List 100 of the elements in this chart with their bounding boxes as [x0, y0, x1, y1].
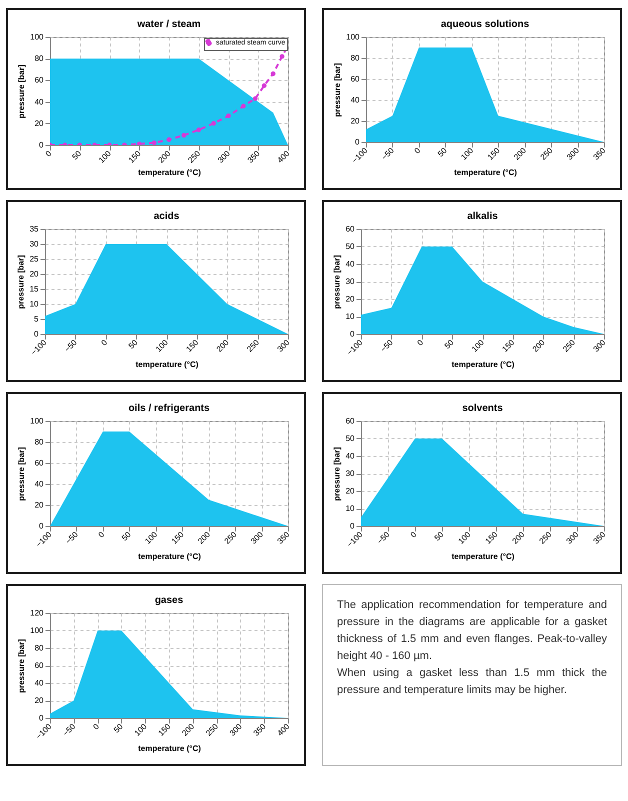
text: When using a gasket less than 1.5 mm thick the pressure and temperature limits may be higher.: [337, 666, 607, 698]
text: The application recommendation for temperature and pressure in the diagrams are applicable for a gasket thickness of 1.5 mm and even flanges. Peak-to-valley height 40 - 160 µm.: [337, 598, 607, 664]
y-tick-label: 120: [30, 608, 44, 618]
x-tick-label: 100: [154, 338, 170, 354]
x-tick-label: 250: [186, 148, 202, 165]
y-tick-label: 10: [346, 504, 356, 513]
x-tick-label: −100: [350, 146, 370, 166]
x-tick-label: 250: [222, 530, 239, 546]
y-tick-label: 35: [30, 224, 40, 234]
x-tick-label: 50: [112, 722, 126, 735]
x-tick-label: 150: [170, 530, 186, 546]
y-axis-title: pressure [bar]: [17, 64, 26, 118]
x-tick-label: 300: [276, 338, 292, 354]
y-axis-title: pressure [bar]: [332, 254, 342, 309]
x-tick-label: −50: [378, 338, 396, 354]
x-axis-title: temperature (°C): [138, 552, 202, 562]
y-tick-label: 10: [346, 312, 356, 321]
y-axis-title: pressure [bar]: [332, 446, 342, 501]
x-tick-label: 350: [246, 148, 262, 165]
y-tick-label: 20: [30, 270, 40, 278]
y-tick-label: 40: [346, 260, 356, 268]
y-tick-label: 50: [346, 434, 356, 443]
y-tick-label: 0: [355, 138, 360, 146]
x-tick-label: 250: [561, 338, 578, 354]
y-tick-label: 0: [34, 330, 40, 338]
x-axis-title: temperature (°C): [454, 168, 518, 178]
y-tick-label: 0: [39, 714, 44, 722]
y-tick-label: 0: [350, 330, 356, 338]
x-tick-label: −50: [375, 530, 392, 546]
x-tick-label: 100: [459, 146, 476, 162]
x-tick-label: −100: [345, 530, 365, 550]
x-axis-title: temperature (°C): [138, 168, 202, 177]
y-tick-label: 40: [34, 480, 44, 488]
x-tick-label: −50: [64, 530, 80, 546]
x-tick-label: 100: [456, 530, 473, 546]
y-tick-label: 40: [34, 678, 44, 688]
y-tick-label: 30: [346, 277, 356, 286]
x-tick-label: 300: [228, 722, 244, 738]
x-tick-label: −100: [29, 338, 49, 358]
x-tick-label: 250: [204, 722, 220, 738]
y-tick-label: 50: [346, 242, 356, 251]
x-tick-label: 300: [564, 530, 581, 546]
x-tick-label: −50: [62, 338, 80, 354]
x-tick-label: 200: [196, 530, 212, 546]
point: [226, 114, 231, 118]
x-tick-label: 150: [156, 722, 173, 738]
x-tick-label: 300: [592, 338, 608, 354]
y-tick-label: 20: [34, 118, 44, 128]
y-tick-label: 80: [34, 438, 44, 446]
x-tick-label: 350: [252, 722, 268, 738]
point: [166, 137, 172, 142]
x-tick-label: 0: [408, 530, 419, 540]
point: [280, 54, 284, 59]
chart-title: solvents: [462, 403, 504, 414]
x-tick-label: 200: [156, 148, 173, 165]
x-tick-label: 300: [565, 146, 582, 162]
y-tick-label: 60: [34, 458, 44, 468]
x-tick-label: 0: [96, 530, 107, 540]
y-tick-label: 20: [346, 486, 356, 496]
x-axis-title: temperature (°C): [138, 744, 202, 754]
y-tick-label: 15: [30, 284, 40, 294]
x-tick-label: 250: [245, 338, 262, 354]
chart-title: oils / refrigerants: [128, 403, 210, 414]
x-tick-label: 150: [486, 146, 502, 162]
x-tick-label: 100: [97, 148, 114, 165]
x-tick-label: −50: [380, 146, 396, 162]
y-axis-title: pressure [bar]: [17, 638, 26, 693]
x-tick-label: 150: [126, 148, 143, 165]
y-tick-label: 30: [346, 469, 356, 478]
y-tick-label: 100: [30, 626, 44, 635]
x-axis-title: temperature (°C): [136, 360, 199, 370]
point: [270, 71, 276, 76]
chart-title: alkalis: [467, 211, 498, 222]
x-tick-label: 150: [184, 338, 201, 354]
y-tick-label: 20: [350, 116, 360, 126]
x-tick-label: 400: [276, 722, 292, 738]
point: [252, 96, 258, 101]
y-tick-label: 60: [346, 224, 356, 234]
x-tick-label: 150: [484, 530, 500, 546]
y-axis-title: pressure [bar]: [333, 62, 342, 117]
x-tick-label: 0: [100, 338, 110, 348]
x-tick-label: 300: [216, 148, 232, 165]
y-tick-label: 100: [346, 32, 360, 42]
y-tick-label: 40: [34, 97, 44, 106]
y-tick-label: 60: [34, 76, 44, 85]
y-tick-label: 80: [350, 54, 360, 62]
point: [211, 121, 216, 126]
x-tick-label: 200: [510, 530, 527, 546]
y-tick-label: 80: [34, 54, 44, 64]
chart-title: gases: [154, 595, 184, 606]
y-tick-label: 100: [30, 416, 44, 426]
x-tick-label: 0: [91, 722, 102, 732]
x-tick-label: 100: [143, 530, 160, 546]
y-tick-label: 40: [346, 452, 356, 460]
x-tick-label: 150: [500, 338, 517, 354]
y-axis-title: pressure [bar]: [16, 254, 26, 309]
chart-title: aqueous solutions: [440, 19, 530, 30]
x-tick-label: 300: [249, 530, 266, 546]
y-tick-label: 20: [346, 294, 356, 304]
y-tick-label: 60: [346, 416, 356, 426]
